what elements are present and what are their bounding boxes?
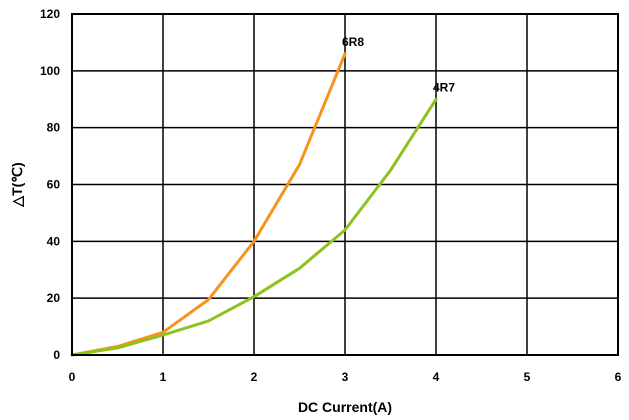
plot-area: [71, 13, 619, 356]
x-tick-label: 6: [615, 370, 622, 384]
x-tick-label: 5: [524, 370, 531, 384]
series-labels: 6R8 4R7: [342, 35, 455, 94]
series-line-4r7: [70, 97, 438, 357]
x-tick-label: 3: [342, 370, 349, 384]
y-tick-label: 80: [47, 121, 61, 135]
series-line-6r8: [70, 52, 347, 357]
y-tick-label: 0: [53, 348, 60, 362]
x-axis-label: DC Current(A): [298, 399, 392, 415]
series-label-6r8: 6R8: [342, 35, 364, 49]
x-tick-label: 0: [69, 370, 76, 384]
y-tick-label: 40: [47, 234, 61, 248]
y-axis-label: △T(℃): [9, 162, 25, 207]
x-tick-labels: 0 1 2 3 4 5 6: [69, 370, 622, 384]
x-tick-label: 2: [251, 370, 258, 384]
y-tick-label: 100: [40, 64, 60, 78]
y-tick-label: 120: [40, 7, 60, 21]
series-label-4r7: 4R7: [433, 80, 455, 94]
grid: [72, 14, 618, 355]
y-tick-label: 60: [47, 178, 61, 192]
y-tick-label: 20: [47, 291, 61, 305]
x-tick-label: 1: [160, 370, 167, 384]
x-tick-label: 4: [433, 370, 440, 384]
y-tick-labels: 0 20 40 60 80 100 120: [40, 7, 60, 362]
